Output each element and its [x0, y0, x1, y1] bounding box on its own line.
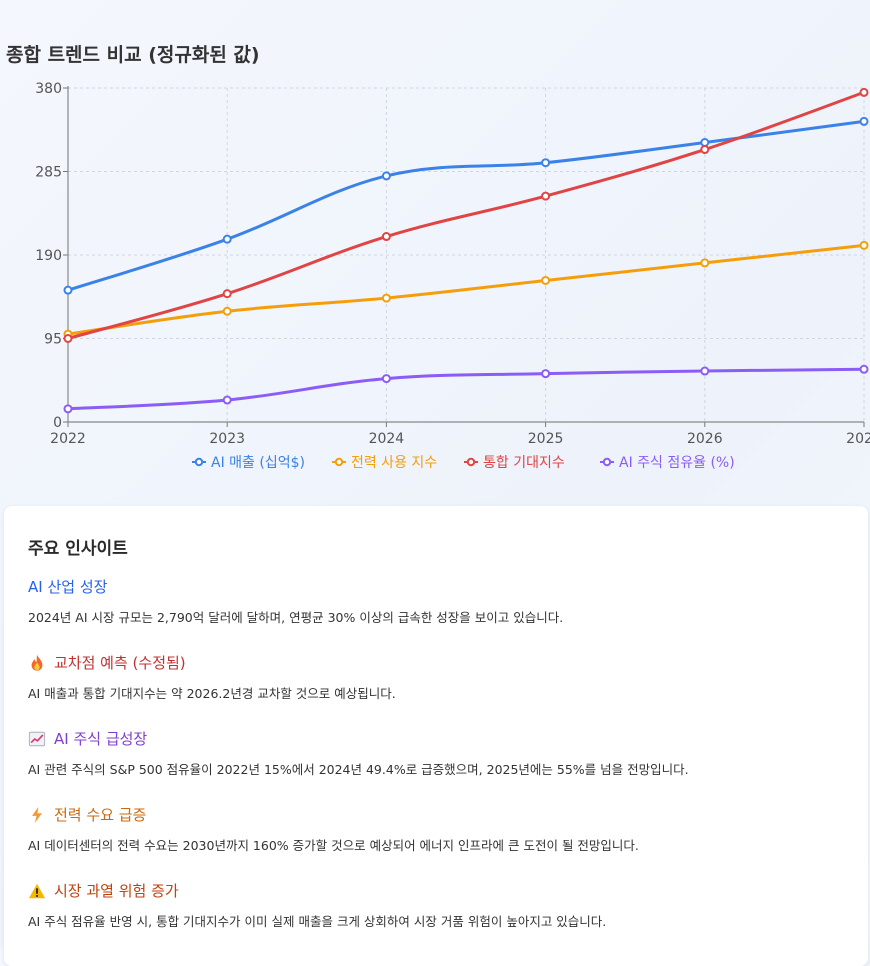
data-point [222, 234, 232, 244]
fire-icon [28, 654, 46, 672]
insight-text: AI 관련 주식의 S&P 500 점유율이 2022년 15%에서 2024년… [28, 762, 689, 777]
data-point [541, 158, 551, 168]
insights-card: 주요 인사이트 AI 산업 성장 2024년 AI 시장 규모는 2,790억 달… [4, 506, 868, 966]
insight-title: AI 주식 급성장 [54, 730, 148, 748]
legend-swatch-marker [466, 457, 476, 467]
data-point [63, 334, 73, 343]
data-point [222, 289, 232, 299]
lightning-icon [28, 806, 46, 824]
insight-text: 2024년 AI 시장 규모는 2,790억 달러에 달하며, 연평균 30% … [28, 610, 564, 625]
insight-title: 교차점 예측 (수정됨) [54, 654, 186, 672]
legend-swatch-marker [194, 457, 204, 467]
insight-heading: 교차점 예측 (수정됨) [28, 652, 396, 673]
data-point [700, 137, 710, 147]
y-tick-label: 380 [35, 81, 62, 97]
data-point [859, 87, 869, 97]
chart-title: 종합 트렌드 비교 (정규화된 값) [6, 44, 260, 66]
x-tick-label: 2025 [528, 431, 564, 447]
insight-item: 전력 수요 급증 AI 데이터센터의 전력 수요는 2030년까지 160% 증가… [28, 804, 639, 854]
series-line-1 [67, 243, 865, 336]
x-tick-label: 2023 [209, 431, 245, 447]
x-tick-label: 2024 [369, 431, 405, 447]
chart-grid [68, 87, 865, 422]
legend-label: 전력 사용 지수 [351, 455, 437, 471]
insight-heading: AI 주식 급성장 [28, 728, 689, 749]
series-line-3 [67, 367, 865, 411]
data-point [381, 232, 391, 242]
data-point [700, 258, 710, 268]
insight-item: AI 주식 급성장 AI 관련 주식의 S&P 500 점유율이 2022년 15… [28, 728, 689, 778]
insights-title: 주요 인사이트 [28, 539, 128, 559]
data-point [700, 145, 710, 155]
trend-line-chart: 0 95 190 285 380 2022 2023 2024 2025 2026 2027 AI … [35, 81, 870, 471]
insight-text: AI 매출과 통합 기대지수는 약 2026.2년경 교차할 것으로 예상됩니다… [28, 686, 396, 701]
data-point [541, 275, 551, 285]
legend-swatch-marker [334, 457, 344, 467]
y-tick-label: 285 [35, 165, 62, 181]
data-point [859, 240, 869, 250]
data-point [381, 171, 391, 181]
insight-text: AI 데이터센터의 전력 수요는 2030년까지 160% 증가할 것으로 예상… [28, 838, 639, 853]
insight-title: 시장 과열 위험 증가 [54, 882, 179, 900]
insight-item: 시장 과열 위험 증가 AI 주식 점유율 반영 시, 통합 기대지수가 이미 실… [28, 880, 606, 930]
insight-item: 교차점 예측 (수정됨) AI 매출과 통합 기대지수는 약 2026.2년경 교… [28, 652, 396, 702]
data-point [859, 364, 869, 374]
x-tick-label: 2022 [50, 431, 86, 447]
insight-title: AI 산업 성장 [28, 578, 108, 596]
x-tick-label: 2026 [687, 431, 723, 447]
data-point [859, 116, 869, 126]
chart-series [63, 87, 869, 414]
data-point [381, 293, 391, 303]
insight-text: AI 주식 점유율 반영 시, 통합 기대지수가 이미 실제 매출을 크게 상회… [28, 914, 607, 929]
chart-legend: AI 매출 (십억$) 전력 사용 지수 통합 기대지수 AI 주식 점유율 (%) [192, 455, 735, 471]
data-point [222, 395, 232, 405]
insight-item: AI 산업 성장 2024년 AI 시장 규모는 2,790억 달러에 달하며, … [28, 576, 563, 626]
legend-label: 통합 기대지수 [483, 455, 565, 471]
insight-title: 전력 수요 급증 [54, 806, 147, 824]
chart-increasing-icon [28, 730, 46, 748]
y-tick-label: 95 [44, 332, 62, 348]
data-point [541, 369, 551, 379]
x-tick-label: 2027 [846, 431, 870, 447]
y-tick-label: 190 [35, 248, 62, 264]
legend-label: AI 매출 (십억$) [211, 455, 305, 471]
data-point [63, 404, 73, 414]
data-point [541, 191, 551, 201]
data-point [222, 306, 232, 316]
data-point [700, 366, 710, 376]
series-line-2 [67, 90, 865, 340]
series-line-0 [67, 119, 865, 292]
insight-heading: 시장 과열 위험 증가 [28, 880, 606, 901]
legend-swatch-marker [602, 457, 612, 467]
chart-axes: 0 95 190 285 380 2022 2023 2024 2025 2026 2027 [35, 81, 870, 447]
warning-icon [28, 882, 46, 900]
legend-label: AI 주식 점유율 (%) [619, 455, 735, 471]
data-point [381, 374, 391, 384]
insight-heading: 전력 수요 급증 [28, 804, 639, 825]
y-tick-label: 0 [53, 415, 62, 431]
data-point [63, 285, 73, 295]
insight-heading: AI 산업 성장 [28, 576, 563, 597]
